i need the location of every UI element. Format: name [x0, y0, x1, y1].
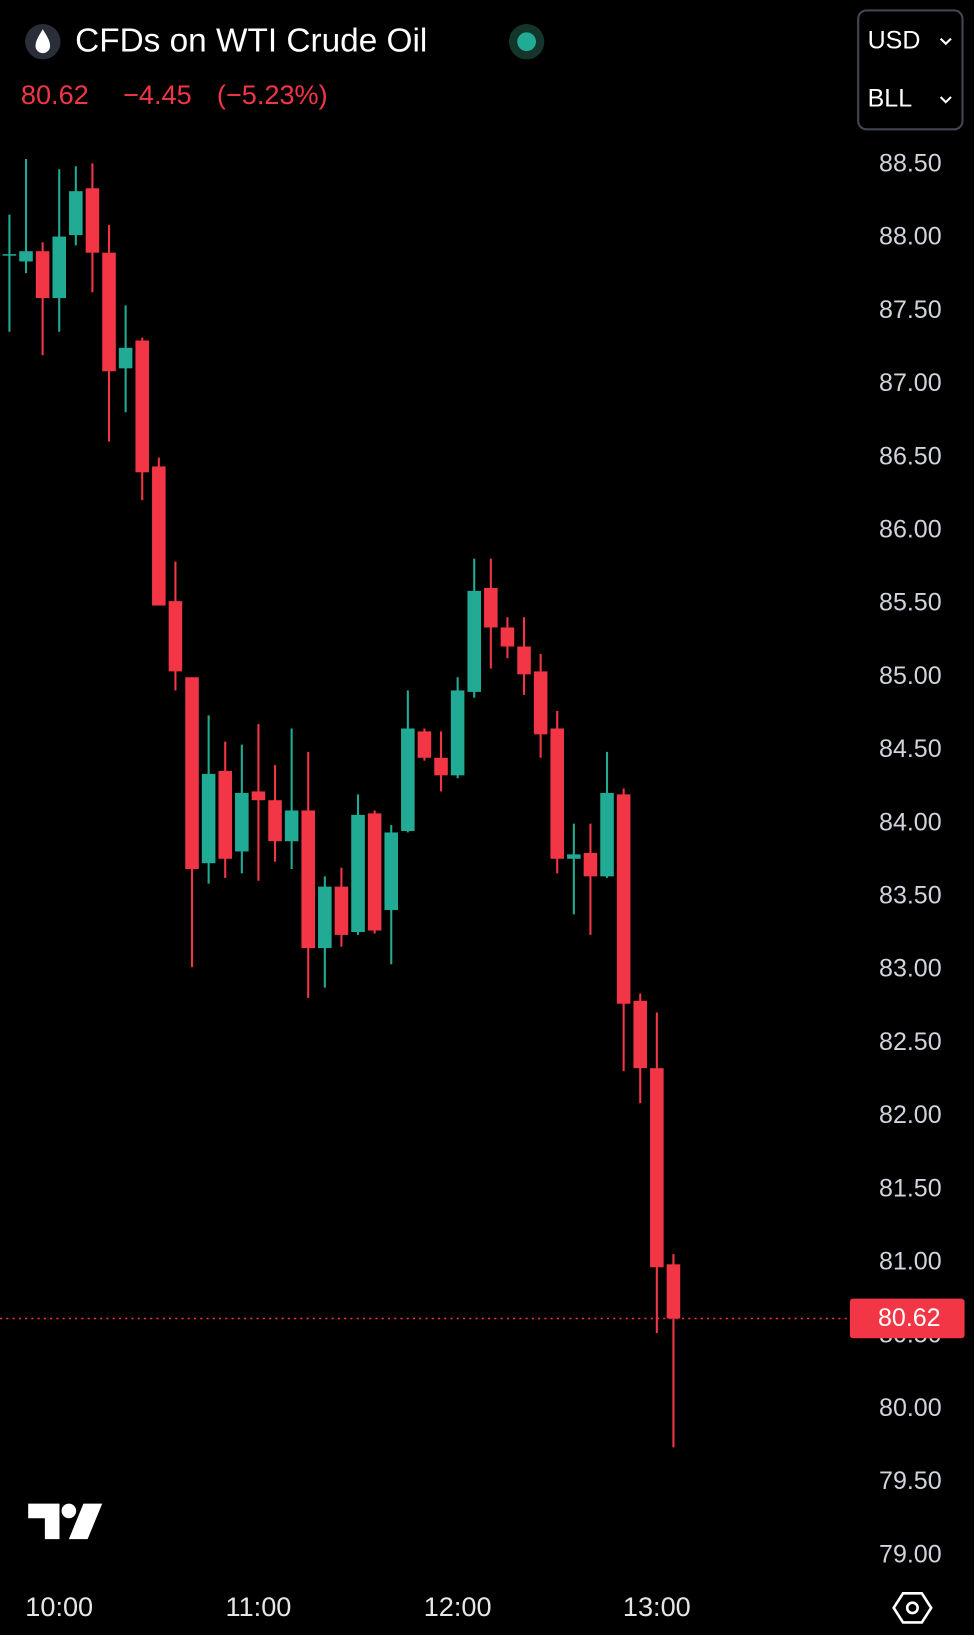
- settings-icon[interactable]: [905, 1601, 919, 1615]
- y-tick-label: 79.50: [879, 1467, 942, 1495]
- candle-body: [235, 792, 249, 852]
- candle-body: [334, 886, 349, 935]
- y-tick-label: 79.00: [879, 1540, 942, 1568]
- x-tick-label: 13:00: [623, 1591, 691, 1622]
- candle-body: [201, 773, 216, 864]
- candle-body: [467, 590, 482, 692]
- logo: [28, 1503, 103, 1540]
- candle-body: [35, 251, 50, 299]
- y-tick-label: 88.00: [879, 223, 942, 251]
- candle-body: [401, 728, 415, 831]
- candle-body: [351, 814, 365, 932]
- last-price: 80.62: [21, 79, 89, 110]
- candle-body: [152, 466, 166, 606]
- candle-body: [318, 886, 332, 949]
- dropdown-arrow[interactable]: [939, 96, 952, 104]
- candle-body: [567, 854, 581, 859]
- candle-body: [85, 188, 100, 253]
- candle-body: [434, 757, 448, 776]
- settings-button[interactable]: [892, 1591, 933, 1624]
- settings-icon[interactable]: [892, 1591, 933, 1624]
- candle-body: [450, 690, 465, 776]
- candle-body: [583, 852, 598, 877]
- unit-box: [857, 9, 964, 131]
- y-tick-label: 88.50: [879, 149, 942, 177]
- candle-body: [52, 236, 67, 299]
- candle-body: [301, 810, 316, 949]
- y-tick-label: 85.50: [879, 589, 942, 617]
- y-tick-label: 84.50: [879, 735, 942, 763]
- candle-body: [251, 791, 266, 801]
- y-tick-label: 82.00: [879, 1101, 942, 1129]
- y-tick-label: 83.00: [879, 955, 942, 983]
- candle-body: [102, 252, 116, 372]
- candle-body: [218, 770, 233, 859]
- candle-body: [284, 810, 299, 842]
- chart-title: CFDs on WTI Crude Oil: [75, 23, 427, 60]
- candle-body: [616, 794, 631, 1004]
- plot: 88.50 88.00 87.50 87.00 86.50 86.00 85.50 85.00…: [0, 149, 965, 1622]
- last-price-tag: [849, 1298, 965, 1339]
- candle-body: [118, 347, 133, 369]
- candle-body: [69, 191, 83, 236]
- candle-body: [417, 731, 432, 758]
- symbol-icon: [35, 29, 51, 54]
- currency-dropdown[interactable]: USD: [868, 26, 921, 54]
- y-tick-label: 81.50: [879, 1174, 942, 1202]
- candle-body: [550, 728, 565, 859]
- candle-body: [517, 646, 531, 675]
- candle-body: [367, 813, 382, 931]
- candle-body: [268, 800, 282, 842]
- candle-body: [666, 1264, 681, 1319]
- market-status: [517, 32, 537, 52]
- y-tick-label: 87.00: [879, 369, 942, 397]
- candle-body: [500, 627, 515, 647]
- unit-dropdown[interactable]: BLL: [868, 85, 913, 113]
- last-price-tag-label: 80.62: [878, 1304, 941, 1332]
- y-tick-label: 81.00: [879, 1247, 942, 1275]
- y-tick-label: 82.50: [879, 1028, 942, 1056]
- candle-body: [600, 792, 614, 877]
- y-tick-label: 86.50: [879, 442, 942, 470]
- y-tick-label: 87.50: [879, 296, 942, 324]
- y-tick-label: 83.50: [879, 881, 942, 909]
- candle-body: [533, 671, 548, 735]
- x-tick-label: 10:00: [25, 1591, 93, 1622]
- candle-body: [484, 587, 498, 628]
- y-tick-label: 80.00: [879, 1394, 942, 1422]
- price-change-pct: (−5.23%): [217, 79, 328, 110]
- candle-body: [168, 601, 183, 672]
- candle-body: [650, 1068, 664, 1268]
- price-change: −4.45: [123, 79, 192, 110]
- y-tick-label: 85.00: [879, 662, 942, 690]
- candle-body: [185, 677, 199, 870]
- candle-body: [19, 251, 33, 262]
- candle-body: [135, 340, 150, 473]
- x-tick-label: 12:00: [424, 1591, 492, 1622]
- x-tick-label: 11:00: [226, 1591, 292, 1622]
- y-tick-label: 86.00: [879, 515, 942, 543]
- candle-body: [633, 1000, 648, 1069]
- dropdown-arrow[interactable]: [939, 37, 952, 46]
- y-tick-label: 84.00: [879, 808, 942, 836]
- candle-body: [2, 254, 17, 256]
- candle-body: [384, 832, 399, 911]
